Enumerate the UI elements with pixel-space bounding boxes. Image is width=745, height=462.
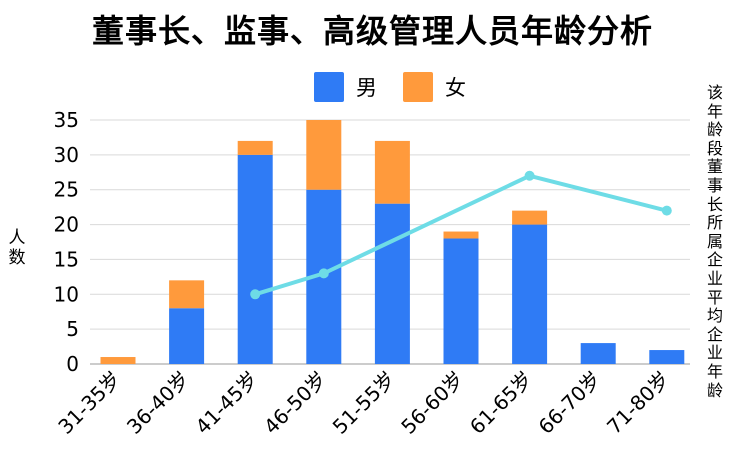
legend-item-male: 男 xyxy=(314,72,377,102)
y-tick-label: 10 xyxy=(54,282,79,306)
axis-label-char: 年 xyxy=(706,361,723,381)
line-point xyxy=(250,289,261,300)
line-point xyxy=(661,205,672,216)
axis-label-char: 业 xyxy=(706,343,723,363)
bar-male xyxy=(649,350,685,364)
secondary-y-axis-label: 该年龄段董事长所属企业平均企业年龄 xyxy=(704,83,726,400)
x-tick-label: 36-40岁 xyxy=(122,367,194,439)
legend-label-male: 男 xyxy=(356,76,377,100)
x-tick-label: 41-45岁 xyxy=(191,367,263,439)
x-tick-label: 66-70岁 xyxy=(534,367,606,439)
legend-label-female: 女 xyxy=(445,76,466,100)
bar-male xyxy=(237,154,273,364)
x-tick-label: 51-55岁 xyxy=(328,367,400,439)
y-axis-label: 人数 xyxy=(6,228,28,268)
axis-label-char: 企 xyxy=(706,324,723,344)
bar-male xyxy=(512,224,548,364)
bar-female xyxy=(100,357,136,364)
axis-label-char: 平 xyxy=(706,287,723,307)
bar-female xyxy=(443,231,479,239)
x-tick-label: 31-35岁 xyxy=(53,367,125,439)
axis-label-char: 龄 xyxy=(706,120,723,140)
y-tick-label: 25 xyxy=(54,178,79,202)
line-point xyxy=(524,170,535,181)
legend-swatch-female xyxy=(403,72,433,102)
line-series xyxy=(254,173,668,297)
axis-label-char: 企 xyxy=(706,250,723,270)
bar-male xyxy=(580,343,616,364)
x-tick-label: 56-60岁 xyxy=(396,367,468,439)
y-tick-label: 30 xyxy=(54,143,79,167)
y-tick-label: 0 xyxy=(66,352,79,376)
bar-female xyxy=(374,140,410,204)
axis-label-char: 属 xyxy=(706,231,723,251)
line-point xyxy=(318,268,329,279)
bar-female xyxy=(237,140,273,155)
y-tick-label: 15 xyxy=(54,247,79,271)
axis-label-char: 均 xyxy=(706,306,723,326)
bar-female xyxy=(512,210,548,225)
bar-male xyxy=(169,308,205,364)
chart-title: 董事长、监事、高级管理人员年龄分析 xyxy=(91,12,653,50)
axis-label-char: 段 xyxy=(706,138,723,158)
axis-label-char: 年 xyxy=(706,101,723,121)
axis-label-char: 该 xyxy=(706,83,723,102)
axis-label-char: 人 xyxy=(8,228,26,248)
axis-label-char: 业 xyxy=(706,268,723,288)
axis-label-char: 事 xyxy=(706,175,723,195)
bar-female xyxy=(306,120,342,190)
y-tick-label: 5 xyxy=(66,317,79,341)
axis-label-char: 数 xyxy=(8,248,26,268)
legend-item-female: 女 xyxy=(403,72,466,102)
axis-label-char: 龄 xyxy=(706,380,723,400)
x-tick-label: 46-50岁 xyxy=(259,367,331,439)
axis-label-char: 所 xyxy=(706,213,723,233)
axis-label-char: 长 xyxy=(706,194,723,214)
bar-male xyxy=(443,238,479,364)
bar-female xyxy=(169,280,205,309)
axis-label-char: 董 xyxy=(706,157,723,177)
legend: 男 女 xyxy=(314,72,492,102)
legend-swatch-male xyxy=(314,72,344,102)
x-tick-label: 71-80岁 xyxy=(602,367,674,439)
y-tick-label: 20 xyxy=(54,213,79,237)
y-tick-label: 35 xyxy=(54,108,79,132)
x-tick-label: 61-65岁 xyxy=(465,367,537,439)
bar-male xyxy=(374,203,410,364)
